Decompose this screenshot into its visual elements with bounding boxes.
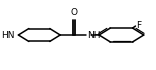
Text: F: F xyxy=(136,21,141,30)
Text: O: O xyxy=(70,8,77,17)
Text: NH: NH xyxy=(88,31,101,40)
Text: HN: HN xyxy=(1,31,15,39)
